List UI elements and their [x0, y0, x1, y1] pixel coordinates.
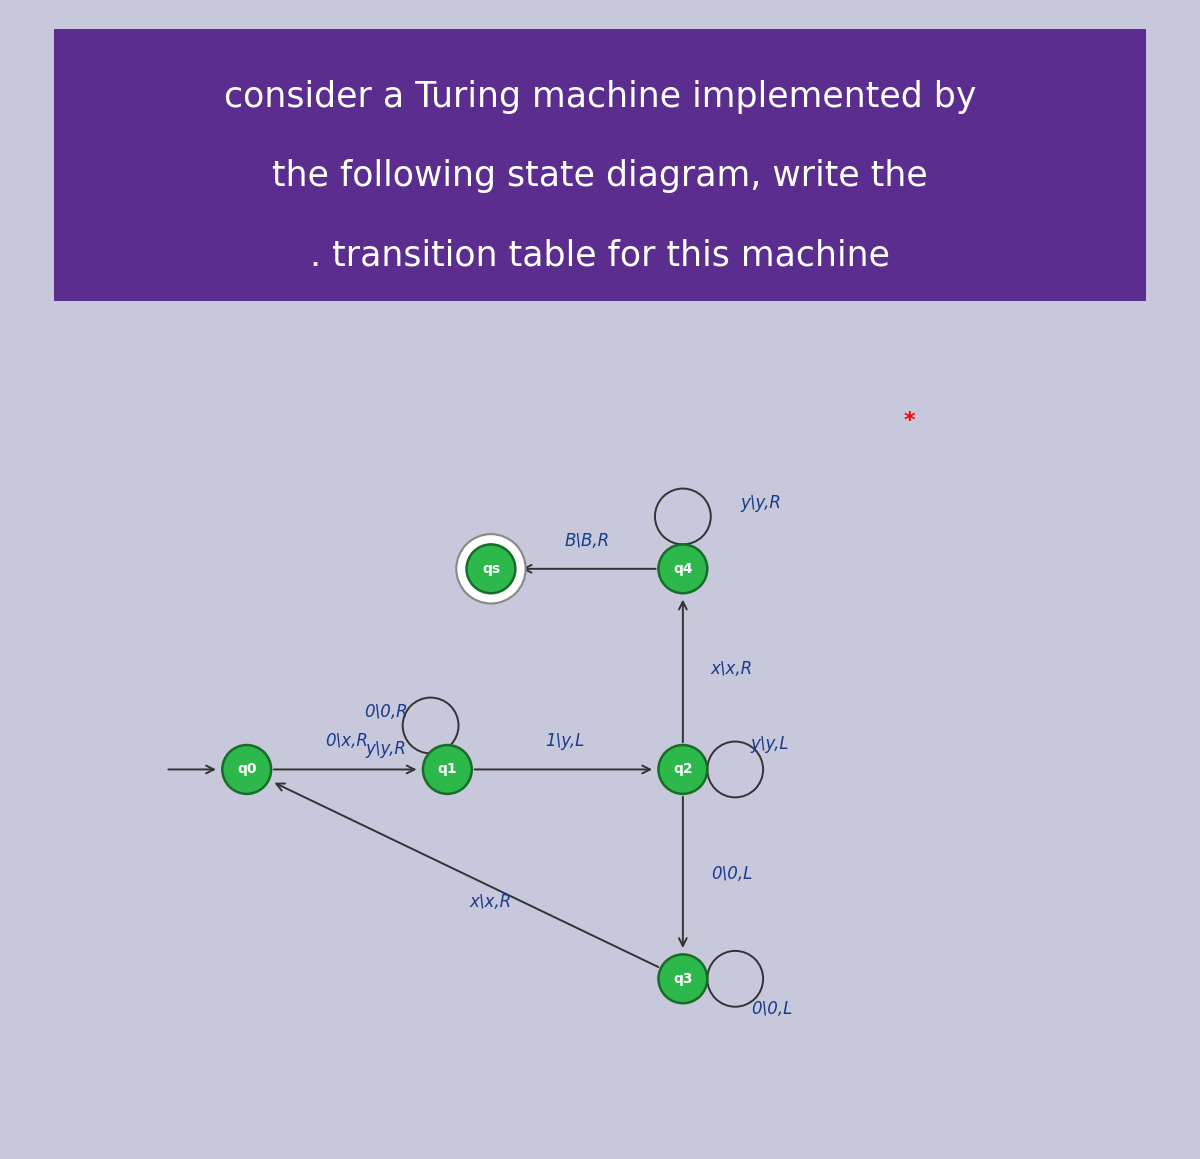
Text: y\y,R: y\y,R: [366, 739, 407, 758]
Circle shape: [659, 954, 707, 1004]
Text: q3: q3: [673, 971, 692, 986]
Text: . transition table for this machine: . transition table for this machine: [310, 238, 890, 272]
Text: q0: q0: [236, 763, 257, 777]
Circle shape: [422, 745, 472, 794]
Text: consider a Turing machine implemented by: consider a Turing machine implemented by: [223, 80, 977, 114]
Circle shape: [456, 534, 526, 604]
Circle shape: [659, 745, 707, 794]
Text: 0\x,R: 0\x,R: [325, 732, 368, 750]
Text: qs: qs: [482, 562, 500, 576]
Text: x\x,R: x\x,R: [710, 661, 752, 678]
Text: x\x,R: x\x,R: [470, 894, 512, 911]
Text: 0\0,R: 0\0,R: [365, 702, 408, 721]
Text: q1: q1: [438, 763, 457, 777]
Circle shape: [467, 545, 515, 593]
Circle shape: [659, 545, 707, 593]
Circle shape: [222, 745, 271, 794]
Text: q2: q2: [673, 763, 692, 777]
Text: 0\0,L: 0\0,L: [710, 865, 752, 883]
Text: 0\0,L: 0\0,L: [751, 1000, 792, 1019]
Text: 1\y,L: 1\y,L: [546, 732, 584, 750]
Text: y\y,L: y\y,L: [751, 735, 790, 752]
Text: *: *: [904, 410, 916, 430]
Text: q4: q4: [673, 562, 692, 576]
Text: B\B,R: B\B,R: [564, 532, 610, 549]
Text: y\y,R: y\y,R: [740, 494, 781, 511]
Text: the following state diagram, write the: the following state diagram, write the: [272, 159, 928, 194]
